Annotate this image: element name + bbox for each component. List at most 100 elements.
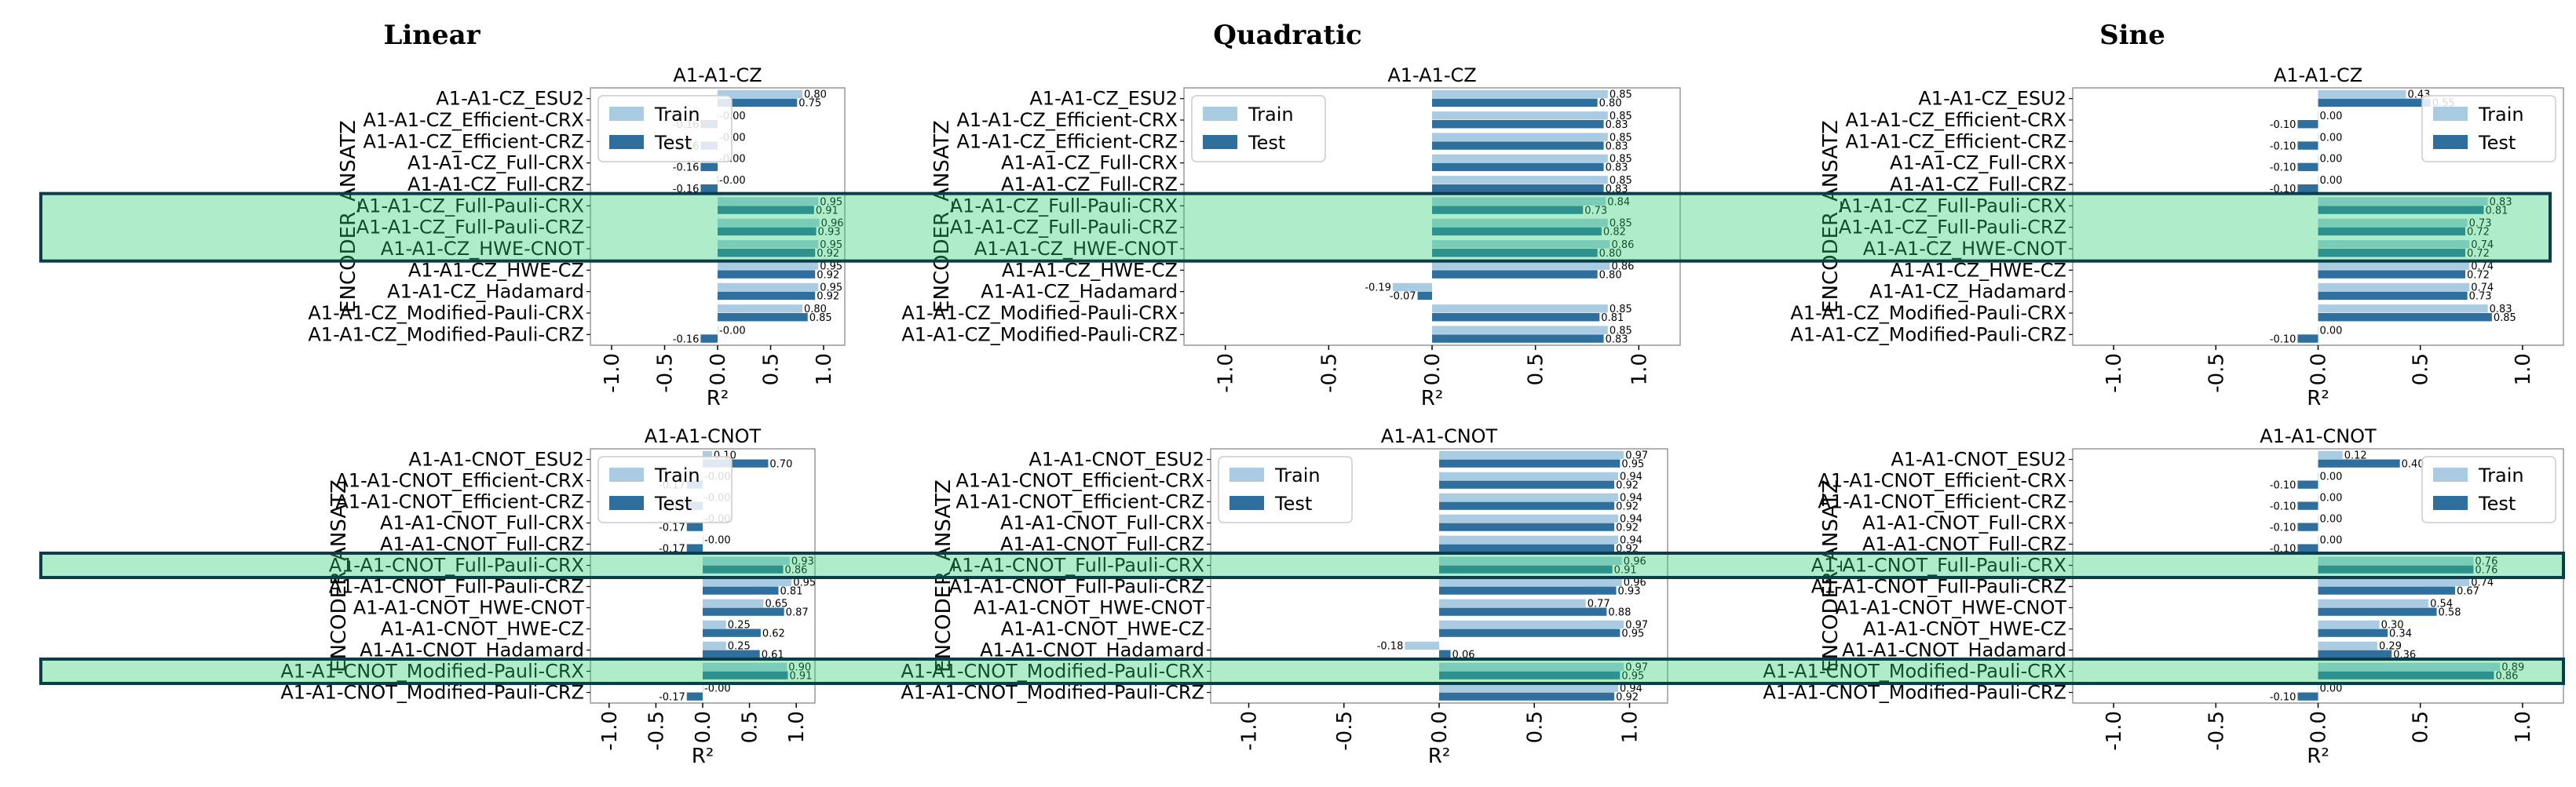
bar-train (2318, 620, 2380, 629)
value-label-test: -0.07 (1390, 291, 1416, 303)
value-label-train: 0.77 (1588, 599, 1610, 610)
x-tick-label: -1.0 (601, 353, 624, 393)
category-label: A1-A1-CZ_HWE-CNOT (381, 238, 585, 260)
bar-train (2318, 261, 2470, 270)
bar-test (2318, 671, 2494, 680)
highlight-band (39, 658, 2565, 685)
value-label-test: -0.16 (673, 162, 700, 174)
legend-swatch-test (2433, 135, 2468, 149)
bar-test (2297, 141, 2318, 150)
x-axis-label: R² (2307, 387, 2329, 410)
value-label-train: 0.25 (728, 641, 751, 653)
bar-test (1439, 501, 1615, 510)
x-tick-label: 0.5 (2410, 711, 2433, 743)
x-tick-label: 0.0 (707, 353, 730, 385)
legend-label-test: Test (654, 132, 692, 154)
category-label: A1-A1-CZ_Modified-Pauli-CRX (308, 302, 584, 324)
value-label-train: 0.95 (820, 261, 842, 272)
x-tick-label: 1.0 (2512, 353, 2535, 385)
legend: Train Test (1218, 456, 1353, 523)
bar-train (2318, 282, 2470, 292)
bar-test (1439, 671, 1621, 680)
category-label: A1-A1-CNOT_HWE-CZ (1863, 618, 2066, 640)
x-axis-label: R² (1428, 745, 1451, 768)
panel-title: A1-A1-CZ (1387, 64, 1476, 86)
bar-test (1432, 120, 1604, 129)
bar-test (1439, 459, 1621, 468)
bar-train (718, 89, 802, 99)
value-label-train: 0.94 (1620, 535, 1642, 547)
bar-test (2318, 98, 2431, 107)
bar-test (1432, 334, 1604, 343)
value-label-train: 0.80 (804, 89, 827, 101)
bar-test (1439, 650, 1451, 658)
category-label: A1-A1-CNOT_ESU2 (408, 449, 584, 471)
x-tick-label: 0.0 (1421, 353, 1445, 385)
category-label: A1-A1-CNOT_Hadamard (360, 639, 584, 661)
value-label-test: -0.17 (659, 522, 685, 534)
bar-test (686, 692, 703, 701)
bar-train (718, 304, 802, 313)
value-label-test: 0.82 (1603, 227, 1626, 239)
category-label: A1-A1-CZ_Efficient-CRZ (956, 130, 1178, 152)
value-label-train: 0.29 (2379, 641, 2402, 653)
value-label-train: 0.74 (2471, 282, 2494, 294)
legend-swatch-train (609, 107, 644, 121)
bar-train (2318, 514, 2319, 523)
bar-test (1439, 629, 1621, 637)
value-label-test: 0.62 (762, 628, 785, 639)
category-label: A1-A1-CNOT_HWE-CNOT (974, 597, 1205, 619)
value-label-test: 0.80 (1599, 269, 1622, 281)
column-title-quadratic: Quadratic (1213, 20, 1361, 51)
x-tick-label: 0.5 (1525, 353, 1548, 385)
legend-swatch-train (2433, 107, 2468, 121)
category-label: A1-A1-CNOT_Modified-Pauli-CRX (1763, 661, 2066, 683)
x-tick-label: 0.5 (1523, 711, 1547, 743)
category-label: A1-A1-CZ_Efficient-CRX (956, 109, 1178, 131)
category-label: A1-A1-CZ_Efficient-CRX (1845, 109, 2066, 131)
category-label: A1-A1-CZ_Hadamard (1869, 281, 2066, 303)
bar-test (2297, 162, 2318, 172)
value-label-test: -0.10 (2270, 162, 2296, 174)
bar-test (718, 227, 817, 236)
bar-train (718, 197, 819, 206)
value-label-train: 0.85 (1610, 325, 1632, 337)
value-label-test: 0.91 (1614, 564, 1637, 576)
bar-train (2318, 326, 2319, 334)
category-label: A1-A1-CNOT_HWE-CNOT (1836, 597, 2067, 619)
value-label-test: 0.76 (2475, 564, 2497, 576)
value-label-train: 0.00 (2320, 535, 2343, 547)
category-label: A1-A1-CNOT_ESU2 (1891, 449, 2066, 471)
x-tick-label: -0.5 (645, 711, 668, 751)
value-label-train: -0.18 (1377, 641, 1404, 653)
bar-train (718, 282, 819, 292)
legend-label-train: Train (1248, 104, 1294, 126)
bar-train (1432, 218, 1608, 228)
bar-test (718, 313, 808, 322)
bar-test (1439, 544, 1615, 552)
category-label: A1-A1-CNOT_ESU2 (1029, 449, 1204, 471)
bar-test (1432, 141, 1604, 150)
value-label-test: 0.88 (1608, 607, 1631, 618)
value-label-test: 0.81 (2485, 205, 2508, 217)
x-tick-label: -0.5 (2205, 711, 2228, 751)
bar-test (2297, 544, 2318, 552)
value-label-train: -0.00 (704, 535, 731, 547)
category-label: A1-A1-CZ_Efficient-CRZ (363, 130, 584, 152)
x-tick-label: -1.0 (2103, 711, 2126, 751)
bar-train (2318, 154, 2319, 163)
bar-test (2297, 480, 2318, 489)
value-label-train: -0.00 (719, 175, 746, 187)
value-label-train: 0.94 (1620, 493, 1642, 505)
bar-test (703, 671, 788, 680)
value-label-train: 0.97 (1625, 662, 1648, 674)
category-label: A1-A1-CZ_Full-CRZ (1890, 173, 2066, 195)
value-label-test: -0.17 (659, 691, 685, 703)
value-label-test: 0.72 (2467, 269, 2490, 281)
category-label: A1-A1-CZ_Modified-Pauli-CRZ (1790, 323, 2066, 345)
legend: Train Test (597, 456, 733, 523)
bar-test (2318, 313, 2492, 322)
chart-panel-linear-cz: A1-A1-CZ ENCODER_ANSATZ R² -1.0 -0.5 0.0 0.5 1.… (308, 64, 846, 410)
